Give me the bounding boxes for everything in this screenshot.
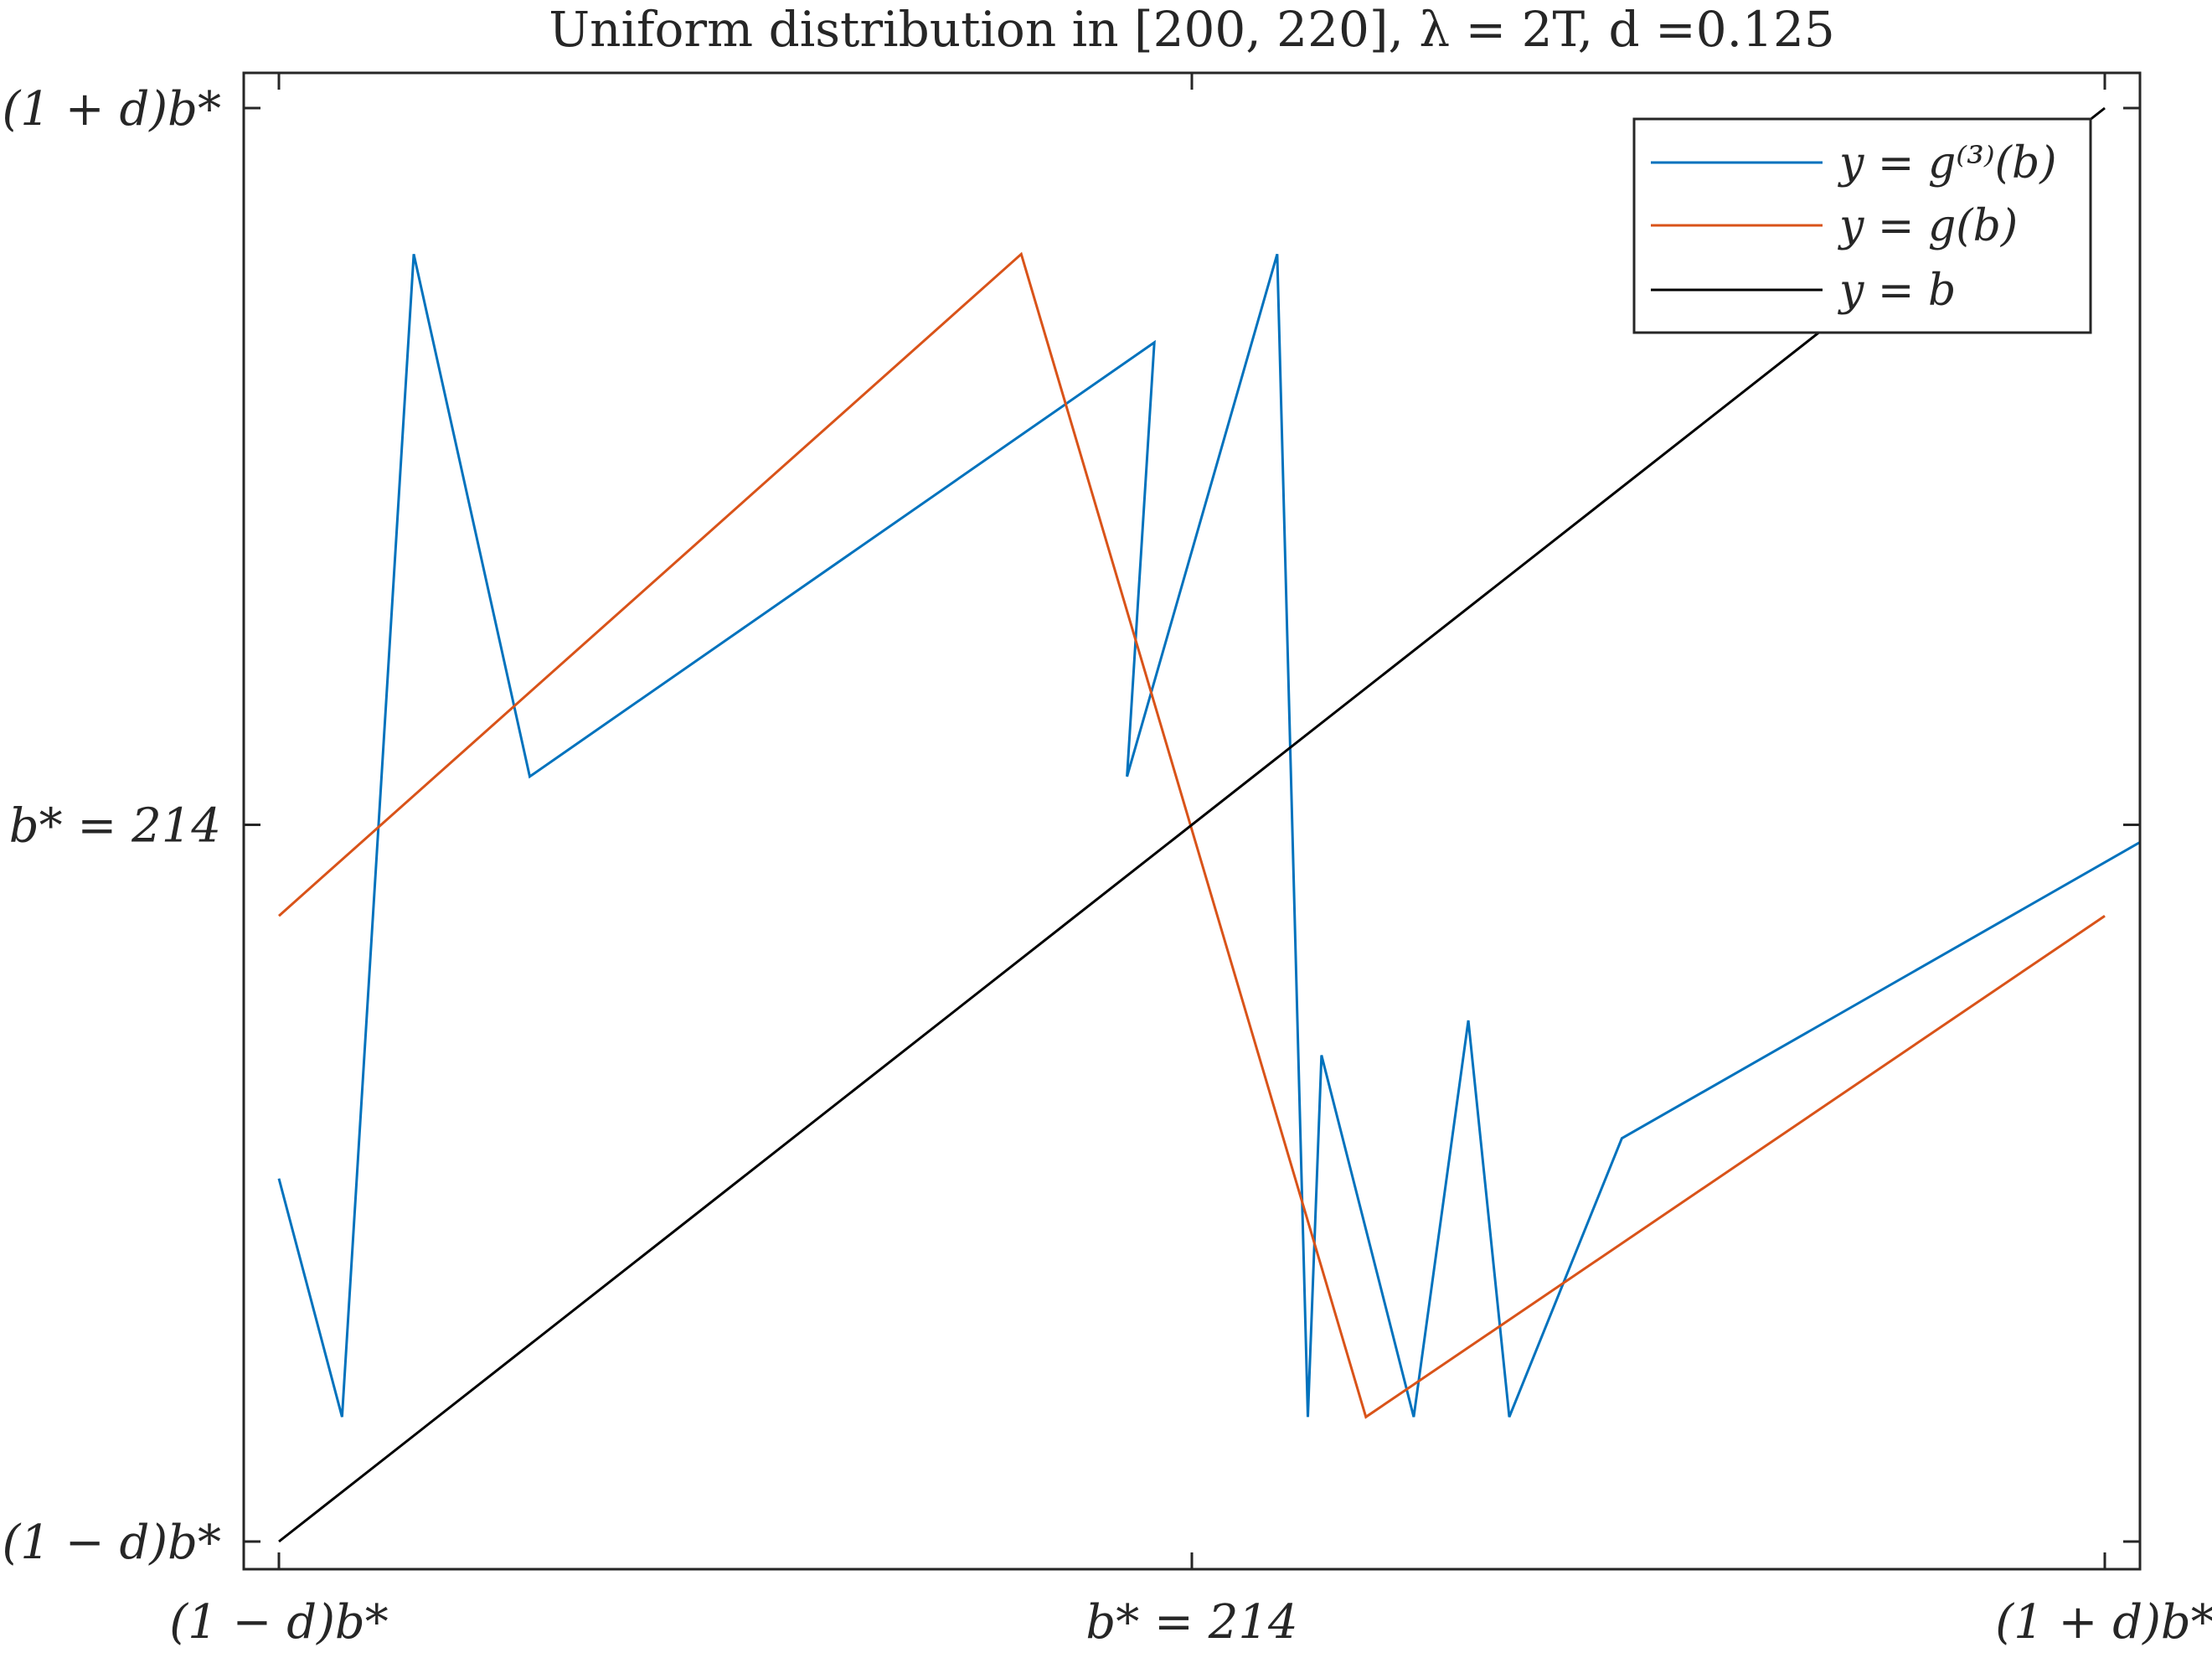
- legend-label-g: y = g(b): [1838, 201, 2018, 251]
- series-line-1: [278, 251, 2106, 1419]
- x-tick-label-2: (1 + d)b*: [1995, 1595, 2212, 1650]
- ticks-layer: (1 − d)b* b* = 214 (1 + d)b* (1 − d)b* b* = …: [2, 73, 2212, 1650]
- y-tick-label-0: (1 − d)b*: [2, 1516, 221, 1570]
- series-layer: [277, 106, 2140, 1543]
- y-tick-label-1: b* = 214: [9, 799, 221, 854]
- x-tick-label-1: b* = 214: [1085, 1595, 1297, 1650]
- y-tick-label-2: (1 + d)b*: [2, 82, 221, 137]
- chart-title: Uniform distribution in [200, 220], λ = …: [549, 1, 1835, 58]
- legend: y = g⁽³⁾(b) y = g(b) y = b: [1632, 117, 2092, 334]
- legend-label-identity: y = b: [1838, 266, 1956, 316]
- series-line-2: [278, 106, 2106, 1543]
- series-line-0: [277, 253, 2140, 1418]
- x-tick-label-0: (1 − d)b*: [169, 1595, 389, 1650]
- legend-label-g3: y = g⁽³⁾(b): [1838, 138, 2057, 189]
